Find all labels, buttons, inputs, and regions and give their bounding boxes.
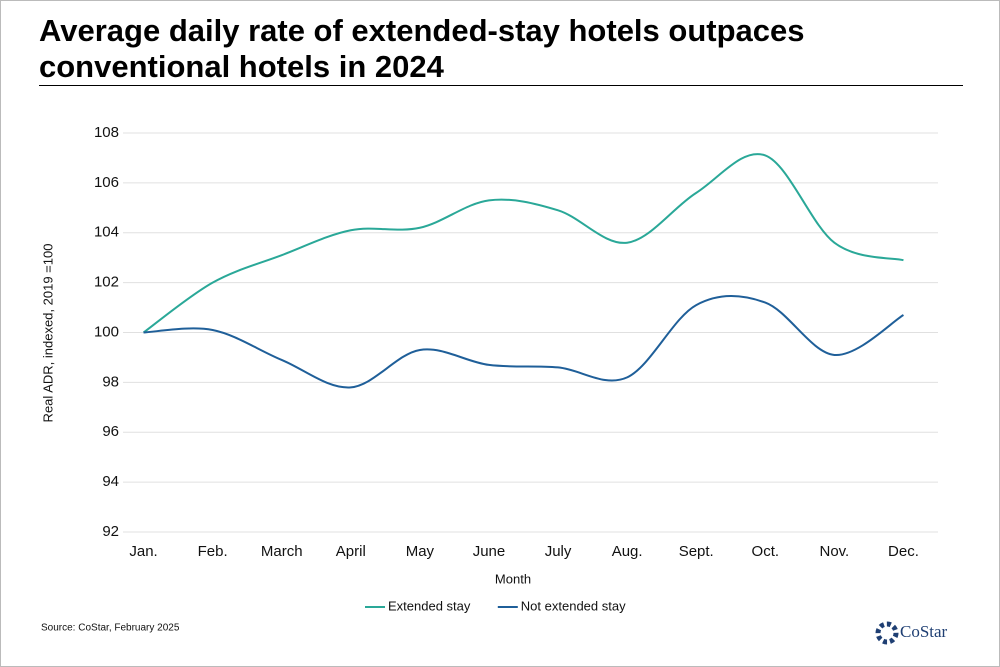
x-tick-label: July	[545, 543, 572, 560]
legend-label: Not extended stay	[521, 598, 626, 613]
x-tick-label: Aug.	[612, 543, 643, 560]
series-line	[143, 295, 904, 389]
x-tick-label: June	[473, 543, 506, 560]
x-tick-label: Nov.	[820, 543, 850, 560]
y-tick-label: 98	[102, 373, 119, 390]
y-tick-label: 94	[102, 473, 119, 490]
y-tick-label: 96	[102, 423, 119, 440]
series-line	[142, 153, 904, 334]
legend-label: Extended stay	[388, 598, 471, 613]
y-axis-label: Real ADR, indexed, 2019 =100	[40, 244, 55, 423]
x-tick-label: May	[406, 543, 435, 560]
x-tick-label: Sept.	[679, 543, 714, 560]
x-tick-label: March	[261, 543, 303, 560]
y-tick-label: 108	[94, 124, 119, 141]
source: Source: CoStar, February 2025	[41, 623, 180, 634]
chart-title: Average daily rate of extended-stay hote…	[39, 13, 805, 84]
brand-name: CoStar	[900, 622, 948, 641]
brand-logo	[875, 621, 899, 645]
x-tick-label: Feb.	[198, 543, 228, 560]
y-tick-label: 92	[102, 523, 119, 540]
x-tick-label: Dec.	[888, 543, 919, 560]
y-tick-label: 104	[94, 224, 119, 241]
y-tick-label: 106	[94, 174, 119, 191]
y-tick-label: 102	[94, 274, 119, 291]
x-tick-label: April	[336, 543, 366, 560]
title-rule	[39, 85, 963, 86]
y-tick-label: 100	[94, 323, 119, 340]
x-axis-label: Month	[495, 571, 531, 586]
x-tick-label: Jan.	[129, 543, 157, 560]
x-tick-label: Oct.	[752, 543, 780, 560]
